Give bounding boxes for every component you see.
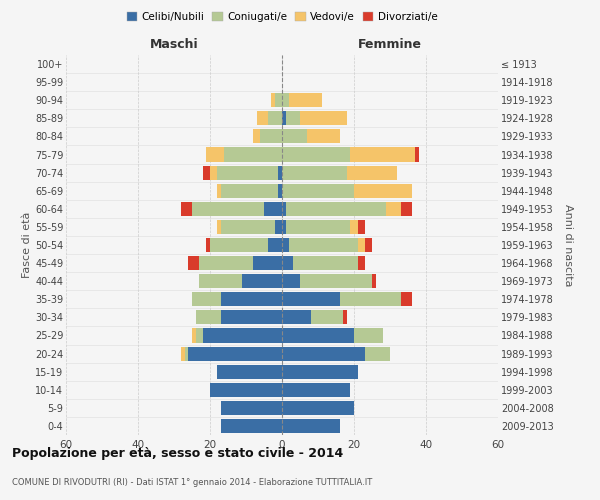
Bar <box>242 274 282 288</box>
Bar <box>199 256 253 270</box>
Bar <box>347 166 397 179</box>
Bar <box>203 166 210 179</box>
Bar <box>221 220 275 234</box>
Bar <box>221 184 278 198</box>
Bar <box>300 112 347 126</box>
Bar <box>206 148 224 162</box>
Bar <box>350 220 358 234</box>
Bar <box>192 202 264 216</box>
Bar <box>282 238 289 252</box>
Bar <box>253 130 260 143</box>
Bar <box>221 292 282 306</box>
Bar <box>192 292 221 306</box>
Bar <box>196 310 221 324</box>
Bar <box>203 328 282 342</box>
Bar <box>221 401 282 415</box>
Bar <box>221 310 282 324</box>
Bar <box>192 328 196 342</box>
Text: Popolazione per età, sesso e stato civile - 2014: Popolazione per età, sesso e stato civil… <box>12 448 343 460</box>
Bar <box>206 238 210 252</box>
Bar <box>278 184 282 198</box>
Bar <box>354 328 383 342</box>
Text: Femmine: Femmine <box>358 38 422 52</box>
Bar <box>282 220 286 234</box>
Bar <box>210 166 217 179</box>
Bar <box>282 112 286 126</box>
Bar <box>210 238 268 252</box>
Bar <box>358 220 365 234</box>
Y-axis label: Anni di nascita: Anni di nascita <box>563 204 573 286</box>
Bar <box>181 346 185 360</box>
Bar <box>365 238 372 252</box>
Bar <box>257 112 268 126</box>
Bar <box>282 328 354 342</box>
Bar <box>253 256 282 270</box>
Bar <box>282 401 354 415</box>
Bar <box>282 148 350 162</box>
Bar <box>188 256 199 270</box>
Bar <box>282 346 365 360</box>
Bar <box>224 148 282 162</box>
Bar <box>217 166 278 179</box>
Bar <box>286 202 386 216</box>
Bar <box>196 328 203 342</box>
Bar <box>282 256 293 270</box>
Bar <box>286 112 300 126</box>
Bar <box>275 220 282 234</box>
Bar <box>268 112 282 126</box>
Bar <box>282 130 307 143</box>
Bar <box>358 256 365 270</box>
Text: COMUNE DI RIVODUTRI (RI) - Dati ISTAT 1° gennaio 2014 - Elaborazione TUTTITALIA.: COMUNE DI RIVODUTRI (RI) - Dati ISTAT 1°… <box>12 478 372 487</box>
Bar <box>275 93 282 108</box>
Bar <box>311 310 343 324</box>
Bar <box>372 274 376 288</box>
Bar <box>354 184 412 198</box>
Bar <box>401 292 412 306</box>
Bar <box>210 382 282 397</box>
Bar <box>365 346 390 360</box>
Bar <box>386 202 401 216</box>
Bar <box>282 419 340 433</box>
Bar <box>199 274 242 288</box>
Bar <box>282 202 286 216</box>
Bar <box>350 148 415 162</box>
Bar <box>307 130 340 143</box>
Bar <box>282 166 347 179</box>
Bar <box>282 382 350 397</box>
Bar <box>282 274 300 288</box>
Bar <box>415 148 419 162</box>
Bar <box>264 202 282 216</box>
Bar <box>268 238 282 252</box>
Bar <box>188 346 282 360</box>
Bar <box>278 166 282 179</box>
Bar <box>401 202 412 216</box>
Bar <box>300 274 372 288</box>
Legend: Celibi/Nubili, Coniugati/e, Vedovi/e, Divorziati/e: Celibi/Nubili, Coniugati/e, Vedovi/e, Di… <box>122 8 442 26</box>
Bar <box>282 364 358 378</box>
Bar <box>282 310 311 324</box>
Bar <box>217 184 221 198</box>
Text: Maschi: Maschi <box>149 38 199 52</box>
Bar <box>260 130 282 143</box>
Y-axis label: Fasce di età: Fasce di età <box>22 212 32 278</box>
Bar <box>282 93 289 108</box>
Bar <box>221 419 282 433</box>
Bar <box>181 202 192 216</box>
Bar <box>282 184 354 198</box>
Bar <box>217 364 282 378</box>
Bar <box>358 238 365 252</box>
Bar <box>271 93 275 108</box>
Bar <box>282 292 340 306</box>
Bar <box>293 256 358 270</box>
Bar <box>343 310 347 324</box>
Bar <box>286 220 350 234</box>
Bar <box>340 292 401 306</box>
Bar <box>289 238 358 252</box>
Bar <box>185 346 188 360</box>
Bar <box>217 220 221 234</box>
Bar <box>289 93 322 108</box>
